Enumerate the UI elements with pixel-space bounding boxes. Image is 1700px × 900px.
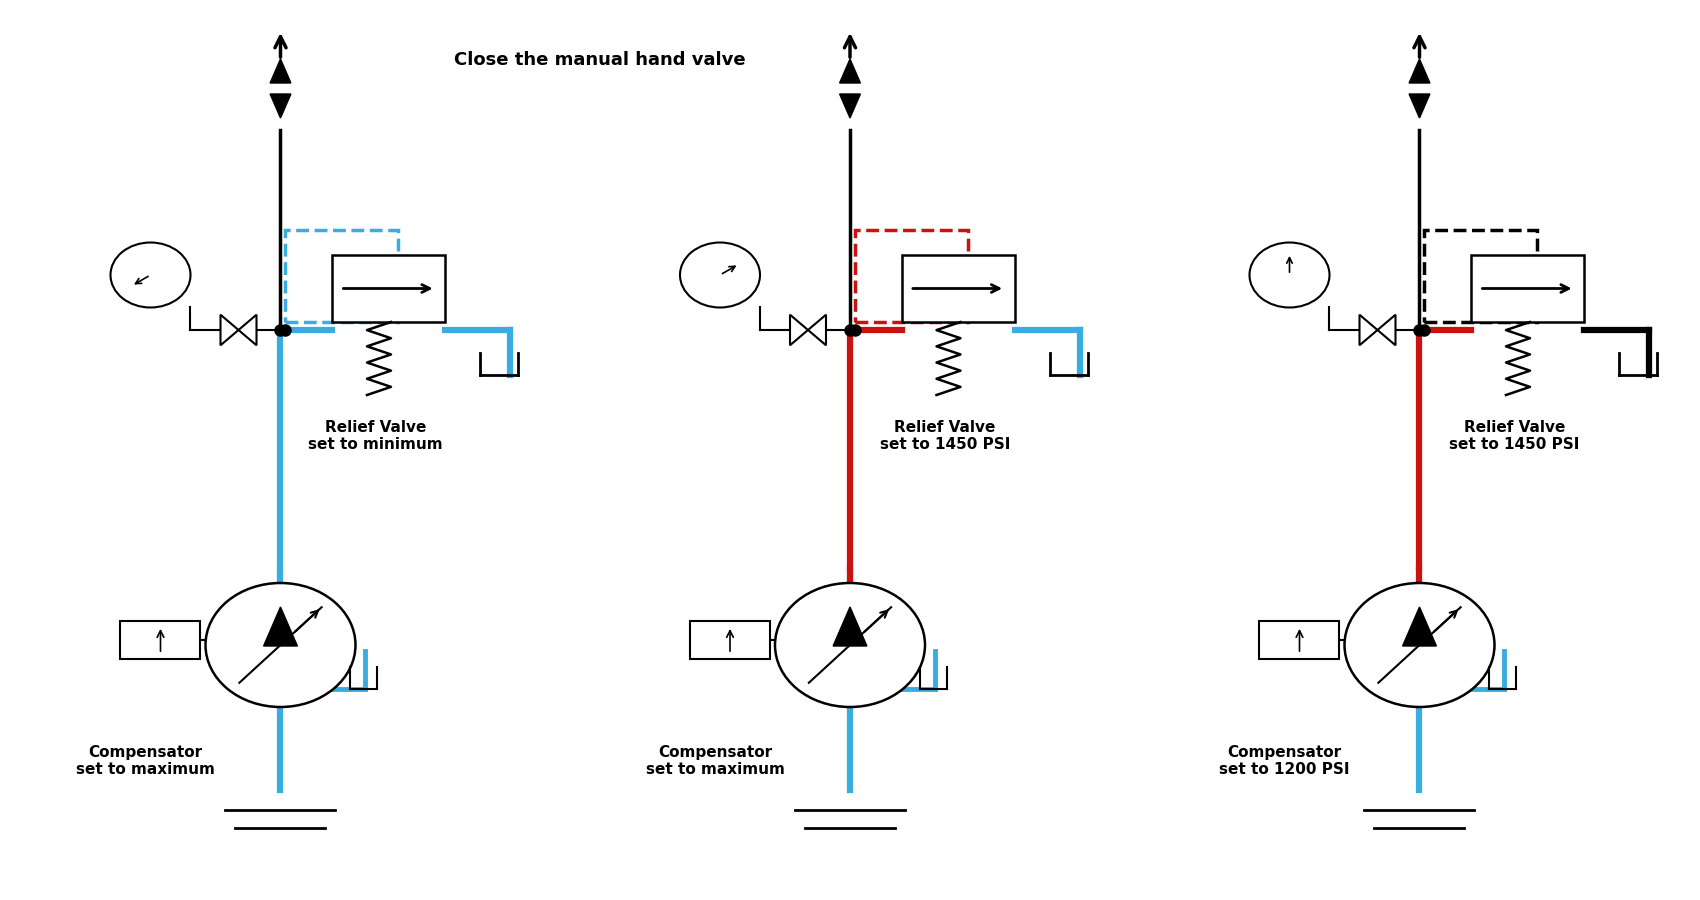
- Ellipse shape: [680, 242, 760, 308]
- Text: Relief Valve
set to 1450 PSI: Relief Valve set to 1450 PSI: [881, 420, 1010, 453]
- Polygon shape: [221, 315, 238, 346]
- Polygon shape: [1409, 94, 1430, 118]
- Polygon shape: [1472, 255, 1584, 322]
- Text: Compensator
set to 1200 PSI: Compensator set to 1200 PSI: [1219, 745, 1350, 778]
- Ellipse shape: [1250, 242, 1329, 308]
- Polygon shape: [855, 230, 967, 322]
- Polygon shape: [1402, 607, 1436, 646]
- Polygon shape: [840, 59, 860, 83]
- Ellipse shape: [1345, 583, 1494, 707]
- Polygon shape: [238, 315, 257, 346]
- Polygon shape: [333, 255, 445, 322]
- Polygon shape: [1360, 315, 1377, 346]
- Polygon shape: [286, 230, 398, 322]
- Text: Close the manual hand valve: Close the manual hand valve: [454, 51, 746, 69]
- Polygon shape: [1377, 315, 1396, 346]
- Text: Compensator
set to maximum: Compensator set to maximum: [646, 745, 784, 778]
- Text: Relief Valve
set to 1450 PSI: Relief Valve set to 1450 PSI: [1450, 420, 1579, 453]
- Text: Compensator
set to maximum: Compensator set to maximum: [76, 745, 214, 778]
- Polygon shape: [790, 315, 807, 346]
- Polygon shape: [270, 59, 291, 83]
- Polygon shape: [690, 621, 770, 659]
- Text: Relief Valve
set to minimum: Relief Valve set to minimum: [308, 420, 442, 453]
- Polygon shape: [264, 607, 298, 646]
- Polygon shape: [808, 315, 826, 346]
- Polygon shape: [1409, 59, 1430, 83]
- Polygon shape: [903, 255, 1015, 322]
- Polygon shape: [1425, 230, 1537, 322]
- Ellipse shape: [206, 583, 355, 707]
- Ellipse shape: [110, 242, 190, 308]
- Polygon shape: [121, 621, 201, 659]
- Polygon shape: [833, 607, 867, 646]
- Polygon shape: [270, 94, 291, 118]
- Ellipse shape: [775, 583, 925, 707]
- Polygon shape: [1260, 621, 1340, 659]
- Polygon shape: [840, 94, 860, 118]
